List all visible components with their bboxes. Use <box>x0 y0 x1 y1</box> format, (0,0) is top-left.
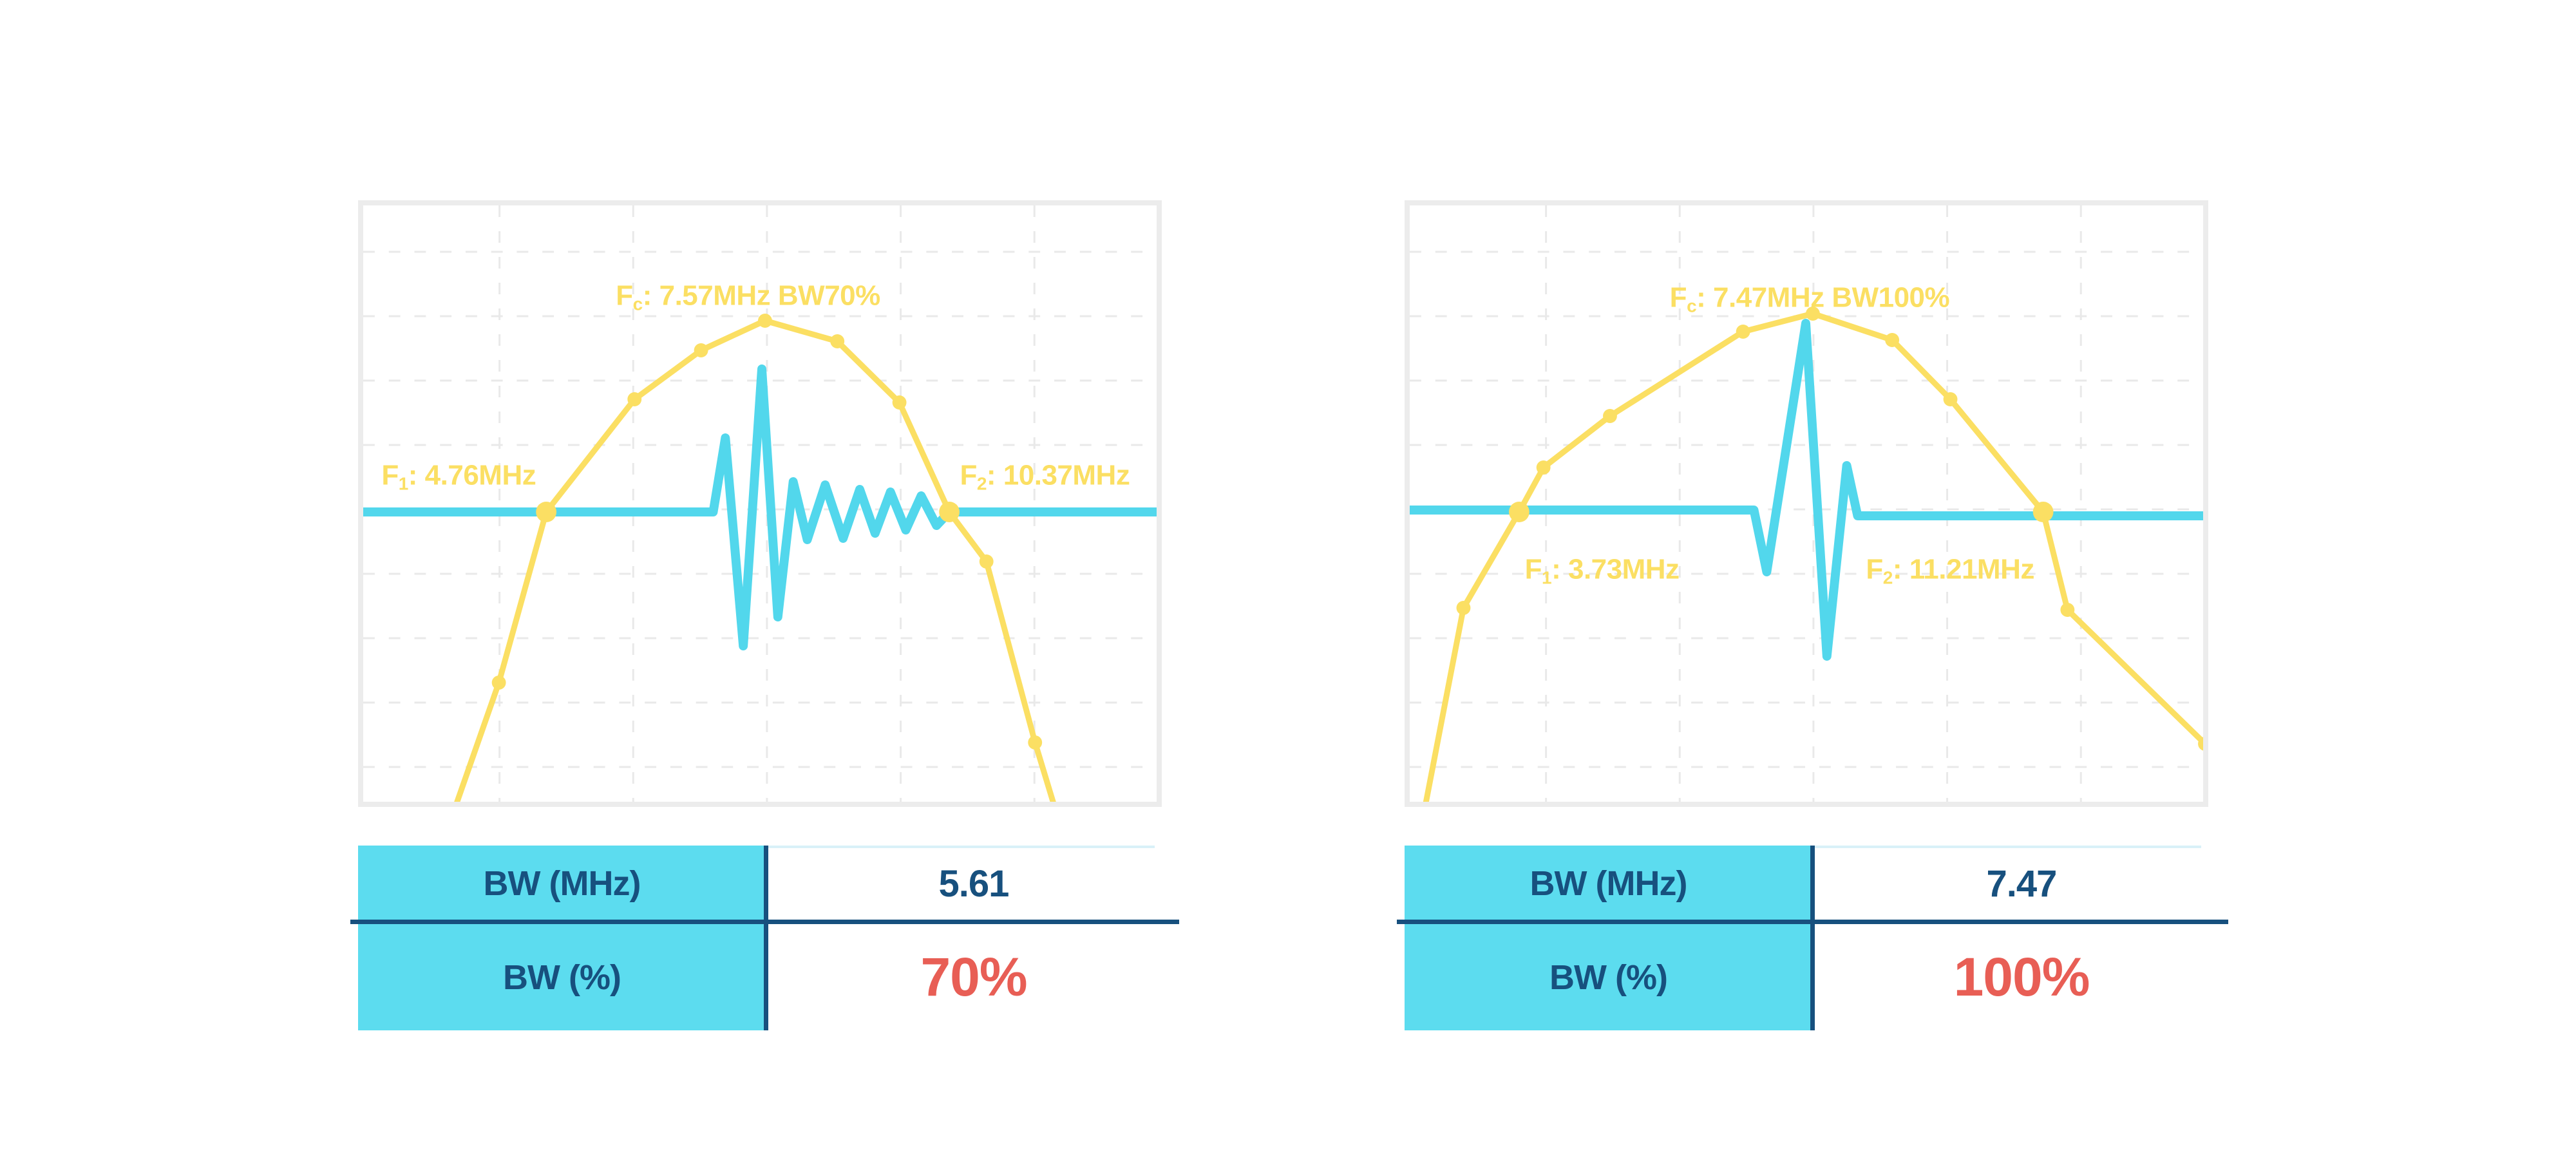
data-point-dot <box>892 395 907 410</box>
spectrum-envelope-curve <box>454 317 1056 802</box>
f1-value-text: : 4.76MHz <box>408 459 536 491</box>
f2-value-text: : 10.37MHz <box>986 459 1130 491</box>
fc-annotation: Fc: 7.57MHz BW70% <box>616 281 880 313</box>
bw-pct-header-cell: BW (%) <box>1405 924 1812 1030</box>
table-column-divider <box>764 846 768 1030</box>
data-point-dot <box>830 334 845 348</box>
value-column-top-border <box>1815 846 2201 848</box>
f1-annotation: F1: 4.76MHz <box>381 459 536 494</box>
bw-mhz-value-cell: 7.47 <box>1815 846 2228 922</box>
data-point-dot <box>979 554 994 569</box>
f1-value-text: : 3.73MHz <box>1551 553 1680 585</box>
table-column-divider <box>1810 846 1815 1030</box>
value-column-top-border <box>768 846 1155 848</box>
spectrum-envelope-curve <box>1423 310 2203 802</box>
table-header-column <box>358 846 766 1030</box>
bw-mhz-value-cell: 5.61 <box>768 846 1179 922</box>
fc-subscript: c <box>632 294 643 314</box>
bw-pct-value-cell: 100% <box>1815 924 2228 1030</box>
bw-pct-header-label: BW (%) <box>1549 958 1668 997</box>
bandwidth-crossing-dot <box>2032 502 2054 522</box>
data-point-dot <box>1536 460 1551 475</box>
f2-annotation: F2: 10.37MHz <box>960 459 1130 494</box>
f2-annotation: F2: 11.21MHz <box>1866 555 2034 587</box>
data-point-dot <box>491 676 506 690</box>
f1-subscript: 1 <box>1542 567 1552 588</box>
f2-symbol: F <box>1866 553 1883 585</box>
data-point-dot <box>1736 325 1750 339</box>
bw-mhz-header-label: BW (MHz) <box>1530 864 1688 903</box>
f1-annotation: F1: 3.73MHz <box>1525 555 1680 587</box>
bw-mhz-header-cell: BW (MHz) <box>1405 846 1812 922</box>
data-point-dot <box>1603 409 1617 423</box>
data-point-dot <box>1806 307 1820 321</box>
data-point-dot <box>1456 601 1471 615</box>
bandwidth-crossing-dot <box>939 502 960 522</box>
fc-subscript: c <box>1687 296 1697 316</box>
bw-mhz-value: 7.47 <box>1986 862 2058 905</box>
fc-annotation: Fc: 7.47MHz BW100% <box>1669 281 1950 316</box>
fc-symbol: F <box>1669 281 1687 314</box>
echo-pulse-waveform <box>363 364 1157 650</box>
f1-symbol: F <box>1524 553 1542 585</box>
f2-subscript: 2 <box>1882 567 1893 588</box>
spectrum-chart-bw70: Fc: 7.57MHz BW70% F1: 4.76MHz F2: 10.37M… <box>358 200 1162 807</box>
data-point-dot <box>2060 603 2075 617</box>
data-point-dot <box>2198 737 2203 751</box>
bw-table-right: BW (MHz) 7.47 BW (%) 100% <box>1397 846 2228 1030</box>
bandwidth-crossing-dot <box>1509 502 1530 522</box>
fc-value-text: : 7.57MHz BW70% <box>642 279 881 312</box>
spectrum-chart-bw100: Fc: 7.47MHz BW100% F1: 3.73MHz F2: 11.21… <box>1405 200 2208 807</box>
bw-mhz-header-label: BW (MHz) <box>483 864 641 903</box>
spectrum-plot <box>1410 205 2203 802</box>
f2-symbol: F <box>960 459 977 491</box>
data-point-dot <box>627 392 642 406</box>
bandwidth-crossing-dot <box>536 502 557 522</box>
bw-pct-header-label: BW (%) <box>503 958 621 997</box>
data-point-dot <box>1943 392 1958 406</box>
data-point-dot <box>1885 333 1900 347</box>
f1-symbol: F <box>381 459 399 491</box>
data-point-dot <box>694 343 708 357</box>
data-point-dot <box>758 314 772 328</box>
data-point-dot <box>1028 735 1043 750</box>
fc-value-text: : 7.47MHz BW100% <box>1696 281 1950 314</box>
echo-pulse-waveform <box>1410 319 2203 661</box>
f2-subscript: 2 <box>976 473 987 494</box>
bw-pct-value: 100% <box>1953 947 2090 1007</box>
bw-pct-value: 70% <box>920 947 1027 1007</box>
bw-pct-value-cell: 70% <box>768 924 1179 1030</box>
bw-mhz-header-cell: BW (MHz) <box>358 846 766 922</box>
bw-table-left: BW (MHz) 5.61 BW (%) 70% <box>350 846 1179 1030</box>
f1-subscript: 1 <box>398 473 409 494</box>
fc-symbol: F <box>616 279 633 312</box>
bw-mhz-value: 5.61 <box>938 862 1010 905</box>
spectrum-plot <box>363 205 1157 802</box>
table-header-column <box>1405 846 1812 1030</box>
f2-value-text: : 11.21MHz <box>1892 553 2034 585</box>
bw-pct-header-cell: BW (%) <box>358 924 766 1030</box>
